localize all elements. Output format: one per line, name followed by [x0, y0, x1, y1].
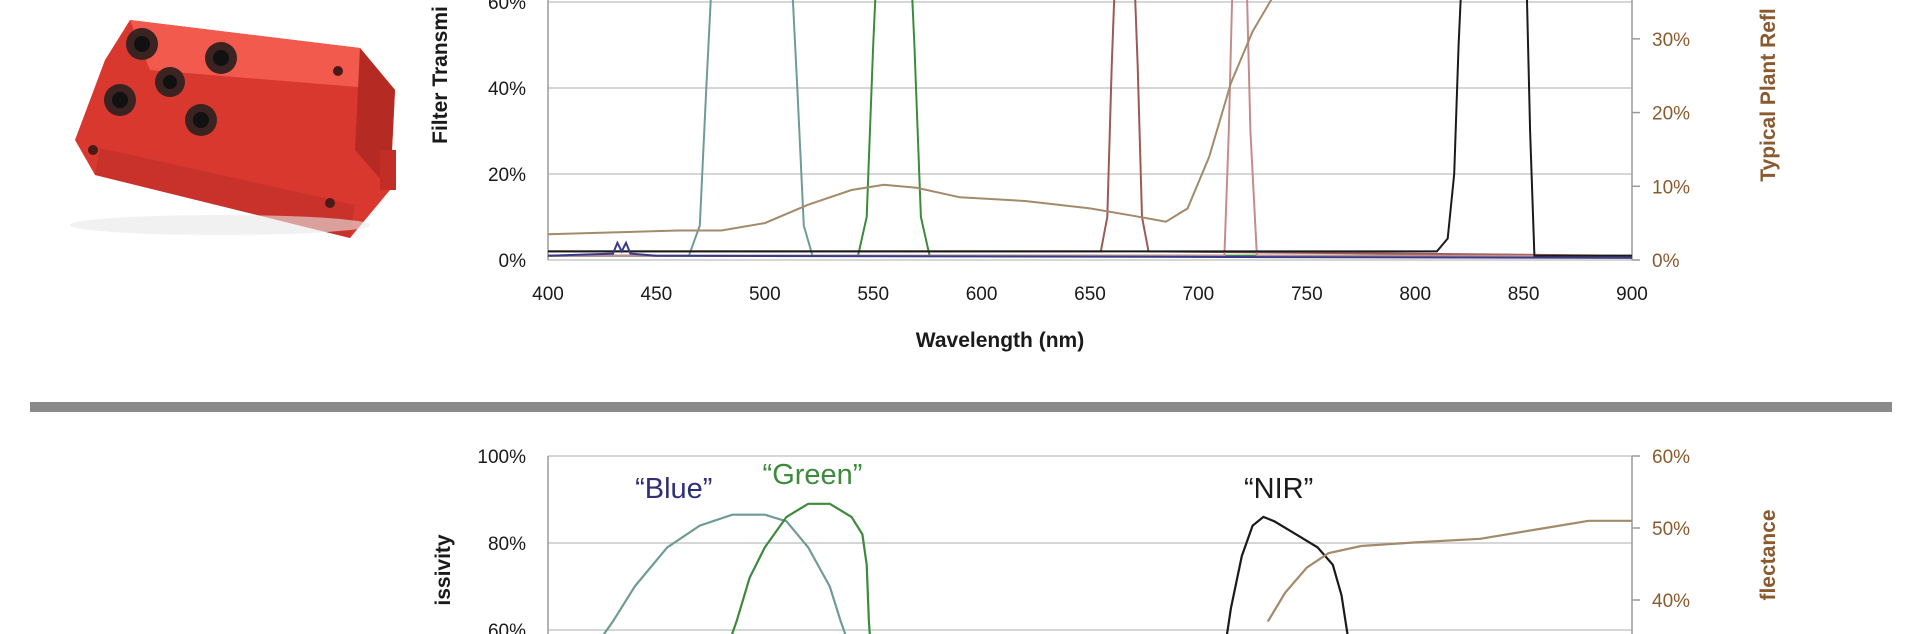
series-lines — [547, 0, 1633, 259]
series-line-3 — [1225, 515, 1349, 634]
series-line-1 — [602, 513, 847, 634]
x-tick-label: 450 — [641, 284, 673, 305]
y2-tick-label: 40% — [1652, 591, 1690, 612]
y2-tick-label: 60% — [1652, 447, 1690, 468]
y2-tick-label: 20% — [1652, 104, 1690, 125]
grid-lines — [547, 0, 1633, 261]
grid-lines — [547, 455, 1633, 634]
band-label: “NIR” — [1244, 473, 1313, 505]
y-tick-label: 40% — [488, 79, 526, 100]
series-line-2 — [730, 502, 871, 634]
x-tick-label: 650 — [1074, 284, 1106, 305]
y2-tick-label: 0% — [1652, 251, 1680, 272]
series-line-5 — [548, 0, 1632, 257]
emissivity-chart: 60%80%100% 40%50%60% “Blue” “Green” “NIR” … — [432, 447, 1780, 634]
series-line-6 — [547, 240, 1633, 259]
band-label: “Blue” — [635, 473, 712, 505]
series-lines — [602, 502, 1632, 634]
y-tick-label: 80% — [488, 534, 526, 555]
y2-tick-label: 50% — [1652, 519, 1690, 540]
series-line-2 — [548, 0, 1632, 257]
y2-tick-label: 30% — [1652, 30, 1690, 51]
y-tick-label: 0% — [499, 251, 527, 272]
x-tick-label: 700 — [1183, 284, 1215, 305]
series-line-1 — [548, 0, 1632, 257]
filter-transmission-chart: 400 450 500 550 600 650 700 750 800 850 900 0% 20% 4… — [429, 0, 1780, 352]
camera-image — [70, 20, 396, 238]
x-tick-label: 800 — [1399, 284, 1431, 305]
x-tick-label: 400 — [532, 284, 564, 305]
y2-tick-label: 10% — [1652, 177, 1690, 198]
band-label: “Green” — [763, 459, 863, 491]
x-tick-label: 850 — [1508, 284, 1540, 305]
series-line-4 — [1266, 519, 1632, 623]
x-axis-title: Wavelength (nm) — [916, 329, 1084, 352]
y-tick-label: 100% — [477, 447, 526, 468]
section-divider — [30, 402, 1892, 412]
y2-axis-title: flectance — [1757, 509, 1780, 600]
series-line-3 — [548, 0, 1633, 257]
y-tick-label: 20% — [488, 165, 526, 186]
x-tick-label: 550 — [857, 284, 889, 305]
y-axis-title: issivity — [432, 534, 455, 606]
y-axis-title: Filter Transmi — [429, 6, 452, 144]
y-tick-label: 60% — [488, 0, 526, 14]
x-tick-label: 900 — [1616, 284, 1648, 305]
y-tick-label: 60% — [488, 621, 526, 634]
series-line-7 — [547, 0, 1273, 236]
x-tick-label: 600 — [966, 284, 998, 305]
series-line-4 — [548, 0, 1632, 257]
x-tick-label: 750 — [1291, 284, 1323, 305]
y2-axis-title: Typical Plant Refl — [1757, 8, 1780, 182]
x-tick-label: 500 — [749, 284, 781, 305]
